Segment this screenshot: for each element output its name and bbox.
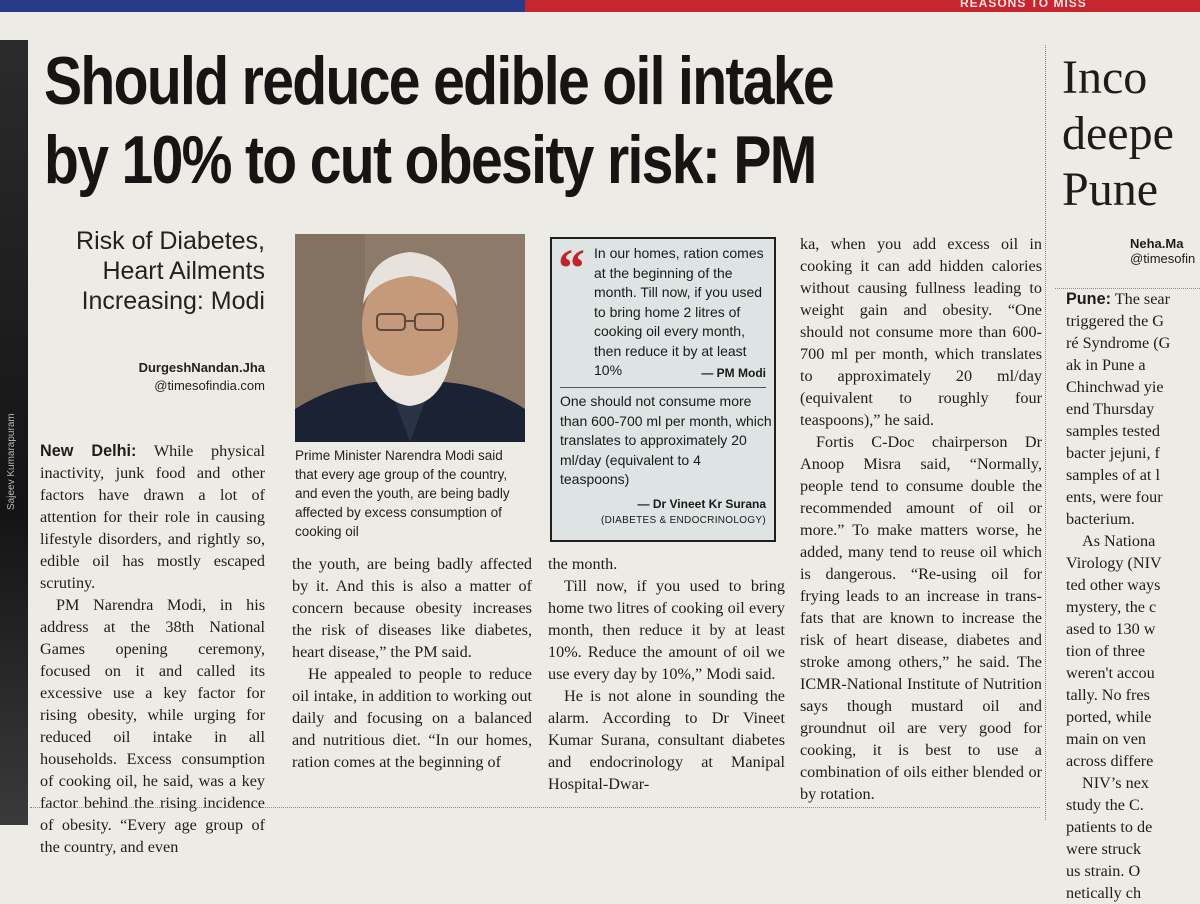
adjacent-story-byline: Neha.Ma @timesofin (1130, 236, 1196, 266)
adjacent-story-line: samples of at l (1066, 466, 1160, 484)
article-column-2: the youth, are being badly affected by i… (292, 553, 532, 773)
adjacent-story-line: tally. No fres (1066, 686, 1150, 704)
article-paragraph-7: He is not alone in sounding the alarm. A… (548, 687, 785, 793)
masthead-band-blue (0, 0, 525, 12)
article-column-4: ka, when you add excess oil in cooking i… (800, 233, 1042, 805)
article-column-1: New Delhi: While physical inactivity, ju… (40, 440, 265, 858)
adjacent-story-line: triggered the G (1066, 312, 1164, 330)
adjacent-story-line: NIV’s nex (1082, 774, 1149, 792)
article-paragraph-4: He appealed to people to reduce oil inta… (292, 665, 532, 771)
quote-mark-icon: “ (558, 238, 585, 298)
adjacent-photo-strip: Sajeev Kumarapuram (0, 40, 28, 825)
byline-handle: @timesofindia.com (154, 378, 265, 393)
dateline: New Delhi: (40, 442, 137, 460)
adjacent-story-line: Chinchwad yie (1066, 378, 1164, 396)
article-paragraph-6: Till now, if you used to bring home two … (548, 577, 785, 683)
adjacent-story-line: ted other ways (1066, 576, 1161, 594)
adjacent-story-rule (1055, 288, 1200, 289)
pull-quote-doctor-attribution: — Dr Vineet Kr Surana (637, 497, 766, 511)
pull-quote-pm: In our homes, ration comes at the beginn… (594, 245, 764, 378)
article-paragraph-5: the month. (548, 555, 618, 573)
headline: Should reduce edible oil intake by 10% t… (44, 43, 835, 198)
adjacent-story-line: main on ven (1066, 730, 1147, 748)
masthead-band-red (525, 0, 1200, 12)
modi-photo (295, 234, 525, 442)
adjacent-story-line: study the C. (1066, 796, 1144, 814)
article-paragraph-3: the youth, are being badly affected by i… (292, 555, 532, 661)
article-paragraph-9: Fortis C-Doc chairperson Dr Anoop Misra … (800, 433, 1042, 803)
pull-quote-doctor-specialty: (DIABETES & ENDOCRINOLOGY) (600, 515, 766, 526)
column-divider (1045, 45, 1046, 820)
adjacent-story-line: tion of three (1066, 642, 1146, 660)
adjacent-story-line: mystery, the c (1066, 598, 1157, 616)
adjacent-story-line: across differe (1066, 752, 1154, 770)
subheadline: Risk of Diabetes, Heart Ailments Increas… (76, 227, 265, 315)
quote-divider (560, 387, 766, 388)
pull-quote-box: “ In our homes, ration comes at the begi… (550, 237, 776, 542)
masthead-band-text: REASONS TO MISS (960, 0, 1087, 10)
article-paragraph-2: PM Narendra Modi, in his address at the … (40, 596, 265, 856)
adjacent-story-line: bacterium. (1066, 510, 1135, 528)
adjacent-story-line: bacter jejuni, f (1066, 444, 1160, 462)
adjacent-story-line: Virology (NIV (1066, 554, 1162, 572)
portrait-illustration (295, 234, 525, 442)
adjacent-story-line: weren't accou (1066, 664, 1155, 682)
adjacent-story-line: As Nationa (1082, 532, 1156, 550)
adjacent-story-line: samples tested (1066, 422, 1160, 440)
adjacent-story-line: ents, were four (1066, 488, 1163, 506)
adjacent-story-headline: Inco deepe Pune (1062, 51, 1174, 216)
article-paragraph-1: New Delhi: While physical inactivity, ju… (40, 442, 266, 592)
adjacent-story-line: patients to de (1066, 818, 1153, 836)
photo-credit: Sajeev Kumarapuram (6, 413, 17, 510)
pull-quote-pm-attribution: — PM Modi (701, 366, 766, 380)
byline-name: DurgeshNandan.Jha (138, 360, 265, 375)
adjacent-story-column: Pune: The sear triggered the G ré Syndrome… (1066, 288, 1200, 904)
adjacent-story-line: ported, while (1066, 708, 1152, 726)
adjacent-story-line: us strain. O (1066, 862, 1141, 880)
photo-caption: Prime Minister Narendra Modi said that e… (295, 448, 510, 539)
story-bottom-rule (30, 807, 1040, 808)
article-column-3: the month. Till now, if you used to brin… (548, 553, 785, 795)
adjacent-story-line: were struck (1066, 840, 1142, 858)
adjacent-story-line: Pune: The sear (1066, 290, 1170, 308)
adjacent-story-line: ased to 130 w (1066, 620, 1156, 638)
adjacent-story-line: end Thursday (1066, 400, 1155, 418)
article-paragraph-8: ka, when you add excess oil in cooking i… (800, 235, 1042, 429)
pull-quote-doctor: One should not consume more than 600-700… (560, 393, 772, 487)
adjacent-story-line: netically ch (1066, 884, 1142, 902)
adjacent-story-line: ak in Pune a (1066, 356, 1146, 374)
byline: DurgeshNandan.Jha @timesofindia.com (40, 360, 265, 393)
adjacent-story-line: ré Syndrome (G (1066, 334, 1171, 352)
